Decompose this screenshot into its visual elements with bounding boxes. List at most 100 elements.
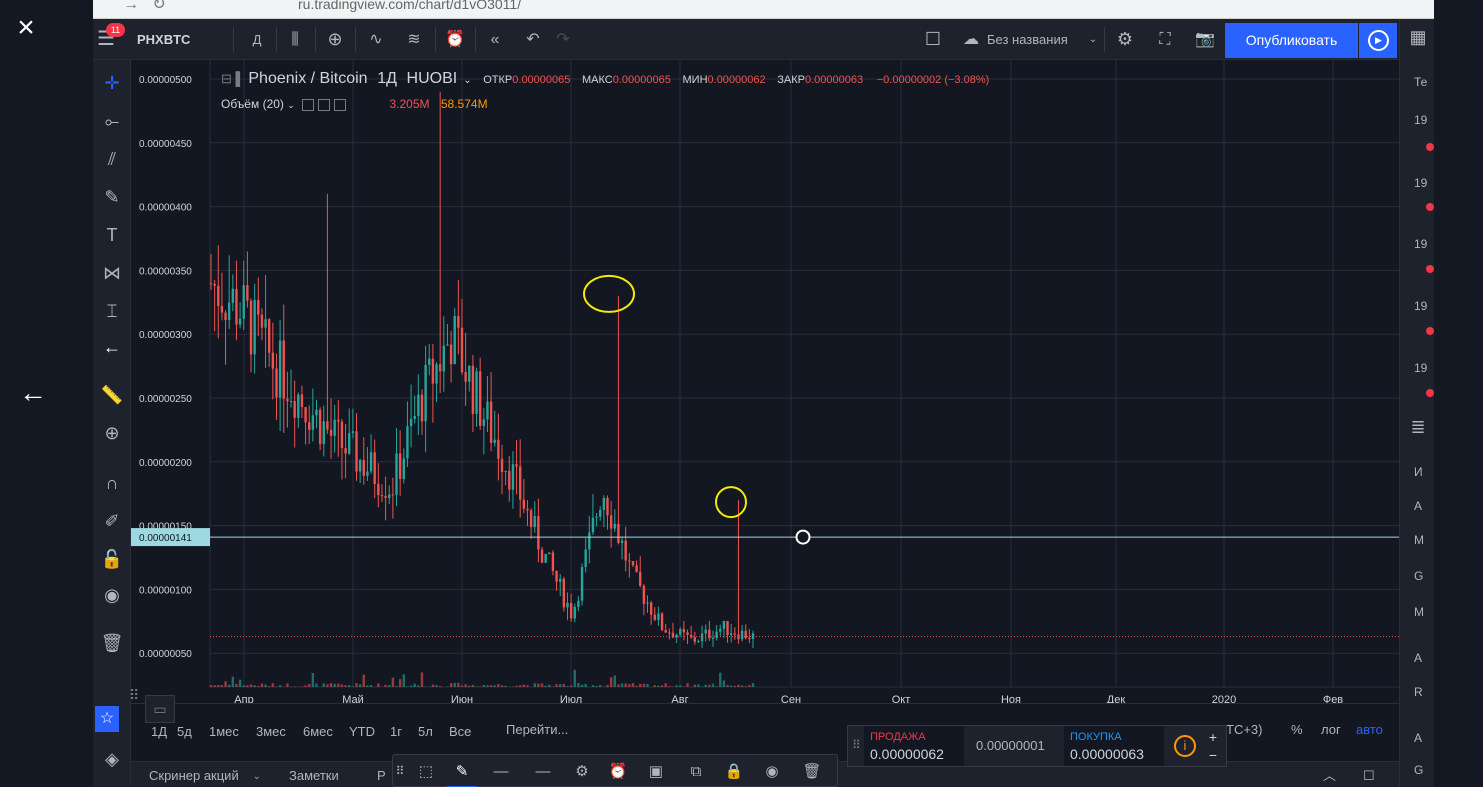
layers-icon[interactable]: ◈ (105, 749, 119, 769)
trash-icon[interactable]: 🗑 (100, 633, 124, 653)
line-width-icon[interactable]: — (493, 763, 509, 780)
goto-date[interactable]: Перейти... (506, 722, 569, 737)
gear-icon[interactable]: ⚙ (575, 763, 589, 780)
range-1d[interactable]: 1Д (151, 724, 168, 739)
tab-more[interactable]: Р (377, 768, 386, 783)
ruler-icon[interactable]: 📏 (100, 385, 124, 405)
range-all[interactable]: Все (449, 724, 472, 739)
star-icon[interactable]: ☆ (95, 706, 119, 732)
reload-icon[interactable]: → ↻ (123, 0, 166, 13)
undo-icon[interactable]: ↶ (526, 31, 540, 48)
range-5y[interactable]: 5л (418, 724, 433, 739)
list-item[interactable]: 19 (1414, 299, 1428, 313)
list-item[interactable]: 19 (1414, 237, 1428, 251)
gear-icon[interactable] (318, 98, 331, 111)
drag-handle-icon[interactable]: ⠿ (395, 764, 405, 778)
range-ytd[interactable]: YTD (349, 724, 375, 739)
calendar-icon[interactable]: ▦ (1409, 27, 1427, 47)
tab-screener[interactable]: Скринер акций (149, 768, 239, 783)
replay-icon[interactable]: « (490, 31, 500, 48)
pattern-icon[interactable]: ⋈ (103, 263, 121, 283)
chevron-down-icon[interactable]: ⌄ (287, 100, 295, 110)
range-3m[interactable]: 3мес (256, 724, 286, 739)
close-icon[interactable]: × (17, 11, 35, 44)
lock-icon[interactable]: 🔒 (724, 763, 744, 780)
lock-icon[interactable]: 🔓 (100, 549, 124, 569)
compare-icon[interactable]: ⊕ (327, 29, 343, 49)
eye-icon[interactable] (302, 98, 315, 111)
range-1y[interactable]: 1г (390, 724, 402, 739)
volume-label[interactable]: Объём (20) (221, 97, 284, 111)
buy-button[interactable]: ПОКУПКА 0.00000063 (1064, 726, 1164, 766)
eye-icon[interactable]: ◉ (104, 585, 120, 605)
price-chart[interactable]: 0.00000500 0.00000450 0.00000400 0.00000350… (131, 60, 1399, 703)
range-5d[interactable]: 5д (177, 724, 192, 739)
sell-button[interactable]: ПРОДАЖА 0.00000062 (864, 726, 964, 766)
database-icon[interactable]: ≣ (1410, 417, 1426, 437)
percent-scale[interactable]: % (1291, 722, 1303, 737)
visibility-icon[interactable]: ▣ (648, 763, 664, 780)
alert-icon[interactable]: ⏰ (445, 31, 465, 48)
zoom-icon[interactable]: ⊕ (104, 423, 120, 443)
fib-icon[interactable]: ⫽ (107, 149, 117, 169)
trash-icon[interactable]: 🗑 (802, 763, 822, 780)
crosshair-icon[interactable]: ✛ (104, 73, 120, 93)
collapse-icon[interactable]: ⊟ (221, 71, 232, 86)
clone-icon[interactable]: ⧉ (690, 763, 702, 780)
maximize-icon[interactable]: ☐ (1363, 768, 1375, 783)
brush-icon[interactable]: ✎ (104, 187, 120, 207)
layout-name[interactable]: Без названия (987, 32, 1068, 47)
candle-body (355, 431, 358, 472)
template-icon[interactable]: ⬚ (418, 763, 434, 780)
magnet-icon[interactable]: ∩ (105, 473, 119, 493)
arrow-left-icon[interactable]: ← (103, 337, 121, 357)
drag-handle-icon[interactable]: ⠿ (852, 738, 861, 752)
collapse-up-icon[interactable]: ︿ (1323, 768, 1337, 783)
fullscreen-icon[interactable]: ⛶ (1159, 31, 1171, 48)
line-color-icon[interactable]: ✎ (447, 755, 477, 787)
auto-scale[interactable]: авто (1356, 722, 1383, 737)
log-scale[interactable]: лог (1321, 722, 1341, 737)
gear-icon[interactable]: ⚙ (1116, 29, 1134, 49)
indicators-icon[interactable]: ∿ (369, 31, 383, 48)
line-style-icon[interactable]: — (535, 763, 551, 780)
legend-title[interactable]: Phoenix / Bitcoin (248, 70, 368, 87)
camera-icon[interactable]: 📷 (1195, 31, 1215, 48)
info-icon[interactable]: i (1174, 735, 1196, 757)
chart-type-icon[interactable]: ⫼ (291, 31, 299, 48)
plus-button[interactable]: + (1208, 729, 1218, 745)
prediction-icon[interactable]: ⌶ (106, 301, 118, 321)
url-text[interactable]: ru.tradingview.com/chart/d1vO3011/ (298, 0, 522, 12)
chevron-down-icon[interactable]: ⌄ (253, 771, 261, 781)
redo-icon[interactable]: ↷ (556, 31, 570, 48)
close-icon[interactable] (334, 98, 347, 111)
list-item[interactable]: 19 (1414, 361, 1428, 375)
symbol-search[interactable]: PHXBTC (137, 32, 191, 47)
chart-pane[interactable]: 0.00000500 0.00000450 0.00000400 0.00000350… (131, 60, 1399, 703)
chevron-down-icon[interactable]: ⌄ (463, 75, 472, 86)
publish-button[interactable]: Опубликовать (1225, 23, 1358, 58)
tab-notes[interactable]: Заметки (289, 768, 339, 783)
alert-icon[interactable]: ⏰ (608, 763, 628, 780)
arrow-left-icon[interactable]: ← (19, 377, 47, 408)
list-item[interactable]: 19 (1414, 176, 1428, 190)
candle-body (315, 409, 318, 416)
trend-line-icon[interactable]: ⟜ (104, 111, 120, 131)
play-button[interactable]: ▶ (1359, 23, 1397, 58)
chevron-down-icon[interactable]: ⌄ (1088, 34, 1098, 45)
interval-selector[interactable]: Д (252, 32, 262, 47)
range-6m[interactable]: 6мес (303, 724, 333, 739)
chat-icon[interactable]: ▭ (145, 695, 175, 723)
drag-handle-icon[interactable]: ⠿ (129, 687, 140, 703)
candle-body (642, 585, 646, 604)
range-1m[interactable]: 1мес (209, 724, 239, 739)
list-item[interactable]: 19 (1414, 113, 1428, 127)
lock-drawing-icon[interactable]: ✐ (104, 511, 120, 531)
timezone[interactable]: TC+3) (1226, 722, 1263, 737)
text-icon[interactable]: T (106, 225, 118, 245)
templates-icon[interactable]: ≋ (407, 31, 421, 48)
layout-icon[interactable]: ☐ (924, 29, 942, 49)
eye-icon[interactable]: ◉ (765, 763, 779, 780)
minus-button[interactable]: − (1208, 747, 1218, 763)
open-label: ОТКР (483, 74, 513, 86)
